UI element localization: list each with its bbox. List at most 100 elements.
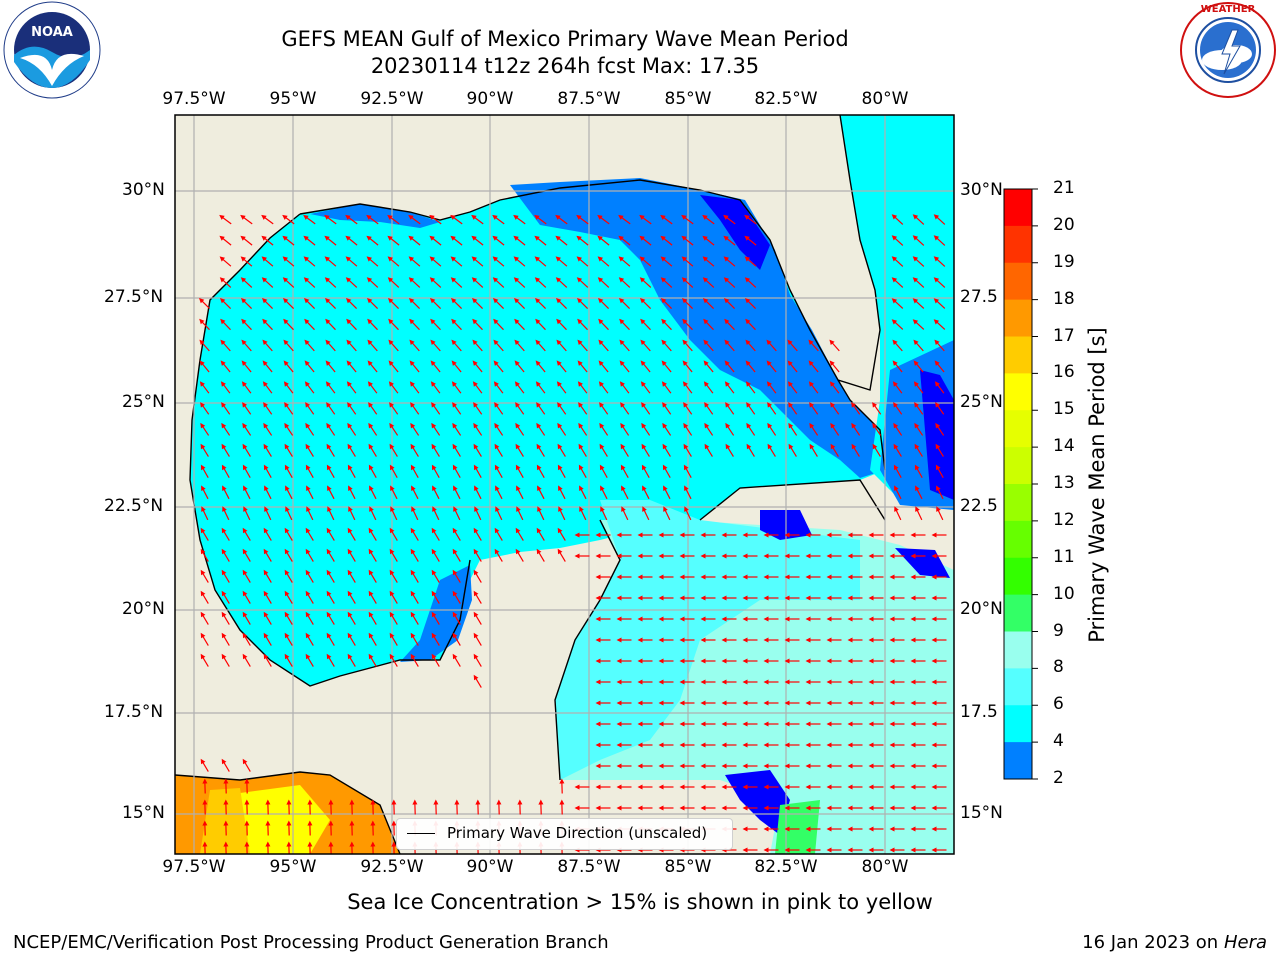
wave-arrow-head xyxy=(784,679,790,685)
wave-arrow-head xyxy=(889,700,895,706)
wave-arrow-head xyxy=(702,235,708,241)
wave-arrow-head xyxy=(389,590,395,597)
wave-arrow-head xyxy=(221,569,227,576)
wave-arrow-head xyxy=(868,742,874,748)
wave-arrow-head xyxy=(703,318,709,325)
wave-arrow-head xyxy=(283,360,289,366)
wave-arrow-head xyxy=(305,548,311,555)
wave-arrow-head xyxy=(721,553,727,559)
colorbar-tick-label: 18 xyxy=(1053,288,1075,309)
wave-arrow-head xyxy=(847,826,853,832)
wave-arrow-head xyxy=(429,277,436,283)
wave-arrow-head xyxy=(621,506,626,512)
wave-arrow-head xyxy=(346,360,352,366)
wave-arrow-head xyxy=(931,847,937,853)
wave-arrow-head xyxy=(514,318,520,325)
wave-arrow-head xyxy=(763,532,769,538)
wave-arrow-head xyxy=(767,443,773,450)
wave-arrow-head xyxy=(805,700,811,706)
wave-arrow-head xyxy=(262,381,268,387)
wave-arrow-head xyxy=(431,548,437,555)
wave-arrow-head xyxy=(475,799,481,805)
wave-arrow-head xyxy=(538,799,544,805)
wave-arrow-head xyxy=(221,611,227,618)
wave-arrow-head xyxy=(616,805,622,811)
wave-arrow-head xyxy=(914,422,920,429)
wave-arrow-head xyxy=(199,360,205,366)
wave-arrow-head xyxy=(637,763,643,769)
wave-arrow-head xyxy=(805,553,811,559)
wave-arrow-head xyxy=(742,553,748,559)
wave-arrow-head xyxy=(703,339,709,345)
wave-arrow-head xyxy=(453,485,458,491)
wave-arrow-head xyxy=(286,841,292,847)
wave-arrow-head xyxy=(263,402,268,408)
wave-arrow-head xyxy=(826,574,832,580)
wave-arrow-head xyxy=(262,339,268,345)
wave-arrow-head xyxy=(472,360,478,366)
wave-arrow-head xyxy=(577,318,583,325)
wave-arrow-head xyxy=(620,402,625,408)
wave-arrow-head xyxy=(221,653,227,660)
wave-arrow-head xyxy=(473,611,479,618)
wave-arrow-head xyxy=(495,485,500,491)
wave-arrow-head xyxy=(534,256,540,262)
wave-arrow-head xyxy=(912,214,919,220)
colorbar-band xyxy=(1004,594,1032,632)
wave-arrow-head xyxy=(556,381,562,387)
wave-arrow-head xyxy=(805,784,811,790)
wave-arrow-head xyxy=(641,422,647,429)
wave-arrow-head xyxy=(914,402,919,408)
wave-arrow-head xyxy=(389,402,394,408)
wave-arrow-head xyxy=(473,443,479,450)
wave-arrow-head xyxy=(616,532,622,538)
wave-arrow-head xyxy=(763,784,769,790)
wave-arrow-head xyxy=(536,464,542,471)
wave-arrow-head xyxy=(496,799,502,805)
wave-arrow-head xyxy=(347,527,353,534)
wave-arrow-head xyxy=(305,611,311,618)
wave-arrow-head xyxy=(537,506,542,512)
wave-arrow-head xyxy=(595,805,601,811)
wave-arrow-head xyxy=(868,637,874,643)
wave-arrow-head xyxy=(492,256,498,262)
wave-arrow-head xyxy=(305,422,311,429)
wave-arrow-head xyxy=(642,485,647,491)
wave-arrow-head xyxy=(513,256,519,262)
nws-logo: WEATHER xyxy=(1178,0,1278,100)
wave-arrow-head xyxy=(700,805,706,811)
colorbar-tick-label: 12 xyxy=(1053,509,1075,530)
wave-arrow-head xyxy=(242,527,248,534)
wave-arrow-head xyxy=(721,763,727,769)
lon-label-top: 97.5°W xyxy=(162,89,226,109)
wave-arrow-head xyxy=(495,506,500,512)
wave-arrow-head xyxy=(452,402,457,408)
colorbar-band xyxy=(1004,484,1032,522)
wave-arrow-head xyxy=(641,443,647,450)
wave-arrow-head xyxy=(430,298,436,304)
wave-arrow-head xyxy=(513,235,519,241)
wave-arrow-head xyxy=(202,778,208,784)
wave-arrow-head xyxy=(661,360,667,366)
wave-arrow-head xyxy=(199,381,205,387)
wave-arrow-head xyxy=(600,485,605,491)
wave-arrow-head xyxy=(387,214,393,220)
colorbar-band xyxy=(1004,410,1032,448)
wave-arrow-head xyxy=(221,464,227,471)
wave-arrow-head xyxy=(346,318,352,325)
wave-arrow-head xyxy=(619,298,625,304)
wave-arrow-head xyxy=(282,277,289,283)
lon-label-bottom: 90°W xyxy=(466,857,514,877)
colorbar-band xyxy=(1004,668,1032,706)
wave-arrow-head xyxy=(766,339,772,345)
wave-arrow-head xyxy=(514,381,520,387)
wave-arrow-head xyxy=(222,506,227,512)
wave-arrow-head xyxy=(637,574,643,580)
wave-arrow-head xyxy=(284,443,290,450)
wave-arrow-head xyxy=(389,569,395,576)
wave-arrow-head xyxy=(535,339,541,345)
wave-arrow-head xyxy=(536,548,542,555)
wave-arrow-head xyxy=(263,422,269,429)
wave-arrow-head xyxy=(700,658,706,664)
colorbar-band xyxy=(1004,336,1032,374)
